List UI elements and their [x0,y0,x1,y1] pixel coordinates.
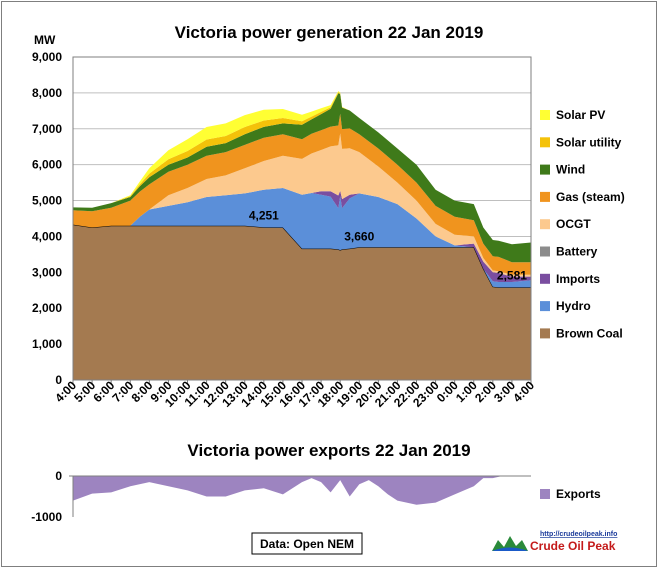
legend-swatch-ocgt [540,219,550,230]
legend-swatch-brown-coal [540,328,550,339]
main-annotations: 4,251 3,660 2,581 [249,208,527,282]
legend-swatch-solar-pv [540,110,550,120]
legend-label-solar-pv: Solar PV [556,108,605,122]
main-chart-title: Victoria power generation 22 Jan 2019 [175,23,484,42]
area-ocgt [73,133,531,277]
legend-label-wind: Wind [556,163,585,177]
legend-swatch-imports [540,273,550,284]
legend-label-gas-steam: Gas (steam) [556,190,625,204]
area-hydro [73,188,531,288]
legend-swatch-solar-utility [540,137,550,148]
main-y-axis-label: MW [34,33,56,47]
area-brown-coal [73,224,531,380]
legend-swatch-exports [540,489,550,499]
logo-graphic [492,536,528,551]
y-tick-label: 8,000 [32,86,62,100]
value-annotation: 4,251 [249,208,279,222]
source-note: Data: Open NEM [260,537,354,551]
area-exports [73,476,531,505]
exports-y-tick-labels: 0 -1000 [31,469,62,524]
source-note-box [251,532,363,555]
y-tick-label: 6,000 [32,158,62,172]
exports-y-tick-label: 0 [55,469,62,483]
x-tick-label: 4:00 [510,378,537,405]
area-wind [73,93,531,263]
legend-label-solar-utility: Solar utility [556,135,622,149]
y-tick-label: 2,000 [32,301,62,315]
legend-label-imports: Imports [556,272,600,286]
y-tick-label: 5,000 [32,194,62,208]
legend-label-battery: Battery [556,245,598,259]
y-tick-label: 9,000 [32,50,62,64]
exports-area [73,476,531,505]
y-tick-label: 7,000 [32,122,62,136]
legend-swatch-battery [540,246,550,257]
main-x-tick-labels: 4:005:006:007:008:009:0010:0011:0012:001… [52,378,537,410]
exports-legend: Exports [540,487,601,501]
legend-label-exports: Exports [556,487,601,501]
legend-label-hydro: Hydro [556,299,591,313]
logo-url: http://crudeoilpeak.info [540,531,617,538]
exports-chart-title: Victoria power exports 22 Jan 2019 [187,441,470,460]
legend-label-ocgt: OCGT [556,217,591,231]
legend-label-brown-coal: Brown Coal [556,326,623,340]
crude-oil-peak-logo: http://crudeoilpeak.info Crude Oil Peak [492,531,617,553]
logo-name: Crude Oil Peak [530,539,616,553]
value-annotation: 2,581 [497,268,527,282]
y-tick-label: 0 [55,373,62,387]
main-stacked-areas [72,91,531,380]
y-tick-label: 1,000 [32,337,62,351]
area-solar-utility [73,92,531,245]
legend-swatch-wind [540,164,550,175]
main-legend: Solar PV Solar utility Wind Gas (steam) OCGT… [540,108,625,340]
legend-swatch-hydro [540,301,550,312]
y-tick-label: 3,000 [32,265,62,279]
main-y-tick-labels: 0 1,000 2,000 3,000 4,000 5,000 6,000 7,000 8,00… [32,50,62,387]
legend-swatch-gas-steam [540,191,550,202]
exports-y-tick-label: -1000 [31,510,62,524]
value-annotation: 3,660 [344,230,374,244]
y-tick-label: 4,000 [32,229,62,243]
area-gas-steam [73,113,531,275]
